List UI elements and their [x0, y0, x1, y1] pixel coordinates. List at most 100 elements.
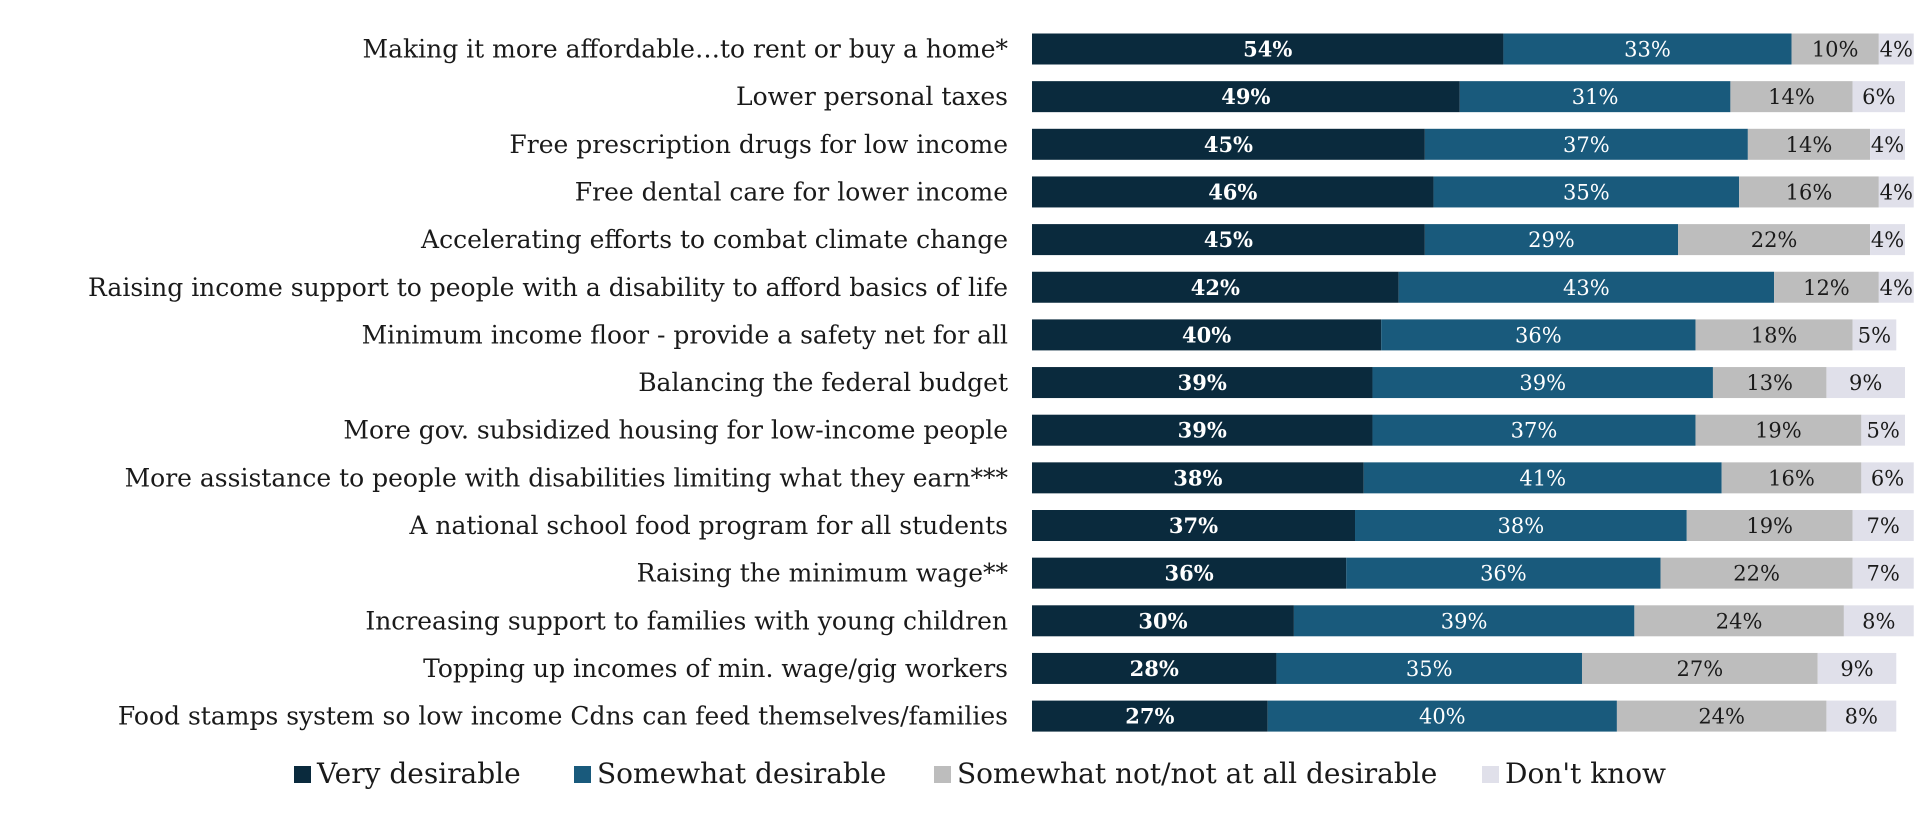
- legend-swatch: [934, 766, 951, 783]
- category-label: More gov. subsidized housing for low-inc…: [343, 416, 1008, 445]
- bar-segment-very-desirable: [1032, 700, 1268, 732]
- data-label: 16%: [1786, 180, 1833, 204]
- bar-segment-don-t-know: [1843, 605, 1914, 637]
- legend-label: Somewhat desirable: [597, 757, 886, 790]
- bar-segment-very-desirable: [1032, 605, 1294, 637]
- bar-segment-very-desirable: [1032, 81, 1460, 113]
- bar-segment-somewhat-not-not-at-all-desirable: [1616, 700, 1827, 732]
- data-label: 9%: [1849, 371, 1882, 395]
- data-label: 39%: [1178, 370, 1227, 395]
- data-label: 9%: [1840, 657, 1873, 681]
- legend-item: Very desirable: [294, 757, 521, 790]
- bar-segment-somewhat-not-not-at-all-desirable: [1695, 319, 1853, 351]
- bar-segment-somewhat-not-not-at-all-desirable: [1712, 367, 1827, 399]
- bar-row: More assistance to people with disabilit…: [125, 462, 1914, 494]
- data-label: 37%: [1563, 133, 1610, 157]
- data-label: 8%: [1845, 705, 1878, 729]
- data-label: 16%: [1768, 466, 1815, 490]
- legend-label: Don't know: [1505, 757, 1666, 790]
- category-label: Free prescription drugs for low income: [509, 130, 1008, 159]
- bar-segment-somewhat-not-not-at-all-desirable: [1730, 81, 1853, 113]
- data-label: 49%: [1221, 84, 1270, 109]
- bar-segment-somewhat-not-not-at-all-desirable: [1686, 510, 1853, 541]
- data-label: 7%: [1867, 514, 1900, 538]
- data-label: 19%: [1755, 419, 1802, 443]
- bar-segment-somewhat-not-not-at-all-desirable: [1678, 224, 1871, 256]
- data-label: 13%: [1746, 371, 1793, 395]
- bar-segment-don-t-know: [1870, 224, 1905, 256]
- bar-segment-somewhat-desirable: [1398, 271, 1775, 303]
- data-label: 31%: [1572, 85, 1619, 109]
- data-label: 6%: [1862, 85, 1895, 109]
- data-label: 6%: [1871, 466, 1904, 490]
- bar-segment-somewhat-desirable: [1459, 81, 1731, 113]
- bar-segment-somewhat-desirable: [1503, 33, 1792, 65]
- data-label: 45%: [1204, 227, 1253, 252]
- data-label: 45%: [1204, 132, 1253, 157]
- data-label: 33%: [1624, 38, 1671, 62]
- data-label: 18%: [1751, 323, 1798, 347]
- bar-rows: Making it more affordable…to rent or buy…: [88, 33, 1914, 732]
- data-label: 14%: [1768, 85, 1815, 109]
- bar-segment-don-t-know: [1852, 81, 1905, 113]
- data-label: 12%: [1803, 276, 1850, 300]
- bar-segment-very-desirable: [1032, 414, 1373, 446]
- bar-segment-don-t-know: [1826, 367, 1905, 399]
- data-label: 36%: [1515, 323, 1562, 347]
- data-label: 5%: [1858, 323, 1891, 347]
- bar-row: A national school food program for all s…: [408, 510, 1914, 541]
- data-label: 4%: [1880, 38, 1913, 62]
- legend-item: Somewhat desirable: [574, 757, 886, 790]
- bar-segment-somewhat-desirable: [1293, 605, 1635, 637]
- bar-row: Free prescription drugs for low income 45…: [509, 128, 1905, 160]
- bar-segment-don-t-know: [1826, 700, 1897, 732]
- bar-segment-don-t-know: [1861, 462, 1914, 494]
- data-label: 37%: [1169, 513, 1218, 538]
- category-label: Raising the minimum wage**: [637, 559, 1009, 588]
- bar-row: Raising income support to people with a …: [88, 271, 1914, 303]
- data-label: 38%: [1173, 465, 1222, 490]
- data-label: 7%: [1867, 562, 1900, 586]
- data-label: 40%: [1419, 705, 1466, 729]
- bar-segment-somewhat-not-not-at-all-desirable: [1774, 271, 1879, 303]
- data-label: 19%: [1746, 514, 1793, 538]
- category-label: Food stamps system so low income Cdns ca…: [118, 702, 1008, 731]
- category-label: Accelerating efforts to combat climate c…: [420, 225, 1008, 254]
- bar-segment-somewhat-not-not-at-all-desirable: [1791, 33, 1879, 65]
- data-label: 35%: [1563, 180, 1610, 204]
- bar-segment-somewhat-not-not-at-all-desirable: [1695, 414, 1862, 446]
- data-label: 41%: [1519, 466, 1566, 490]
- bar-row: Minimum income floor - provide a safety …: [362, 319, 1897, 351]
- bar-segment-somewhat-desirable: [1346, 557, 1661, 589]
- data-label: 28%: [1130, 656, 1179, 681]
- bar-row: Accelerating efforts to combat climate c…: [420, 224, 1905, 256]
- bar-segment-somewhat-not-not-at-all-desirable: [1581, 652, 1818, 684]
- bar-segment-very-desirable: [1032, 224, 1425, 256]
- bar-row: Balancing the federal budget 39% 39% 13% 9%: [638, 367, 1905, 399]
- data-label: 4%: [1880, 276, 1913, 300]
- bar-segment-don-t-know: [1852, 510, 1914, 541]
- data-label: 4%: [1880, 180, 1913, 204]
- bar-segment-very-desirable: [1032, 652, 1277, 684]
- bar-segment-don-t-know: [1878, 271, 1914, 303]
- bar-segment-don-t-know: [1870, 128, 1905, 160]
- data-label: 35%: [1406, 657, 1453, 681]
- data-label: 4%: [1871, 228, 1904, 252]
- data-label: 36%: [1480, 562, 1527, 586]
- bar-row: Lower personal taxes 49% 31% 14% 6%: [736, 81, 1905, 113]
- data-label: 27%: [1125, 704, 1174, 729]
- category-label: Making it more affordable…to rent or buy…: [362, 35, 1008, 64]
- legend-label: Somewhat not/not at all desirable: [957, 757, 1437, 790]
- bar-segment-don-t-know: [1878, 33, 1914, 65]
- category-label: Raising income support to people with a …: [88, 273, 1008, 302]
- category-label: Minimum income floor - provide a safety …: [362, 320, 1008, 349]
- bar-segment-don-t-know: [1861, 414, 1905, 446]
- bar-segment-somewhat-desirable: [1424, 128, 1748, 160]
- data-label: 39%: [1441, 609, 1488, 633]
- legend-item: Somewhat not/not at all desirable: [934, 757, 1437, 790]
- legend-swatch: [294, 766, 311, 783]
- data-label: 39%: [1178, 418, 1227, 443]
- bar-row: Increasing support to families with youn…: [365, 605, 1914, 637]
- bar-segment-don-t-know: [1852, 557, 1914, 589]
- bar-segment-very-desirable: [1032, 271, 1399, 303]
